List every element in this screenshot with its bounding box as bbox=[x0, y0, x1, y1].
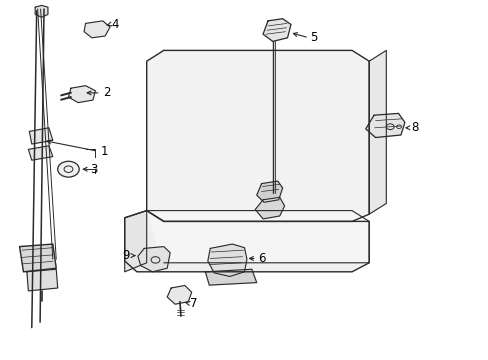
Text: 3: 3 bbox=[90, 163, 98, 176]
Polygon shape bbox=[255, 197, 284, 219]
Text: 1: 1 bbox=[100, 145, 107, 158]
Polygon shape bbox=[29, 128, 53, 144]
Polygon shape bbox=[138, 247, 170, 272]
Polygon shape bbox=[256, 181, 282, 202]
Polygon shape bbox=[84, 21, 110, 38]
Polygon shape bbox=[365, 113, 404, 138]
Text: 9: 9 bbox=[122, 249, 129, 262]
Polygon shape bbox=[368, 50, 386, 214]
Text: 7: 7 bbox=[189, 297, 197, 310]
Polygon shape bbox=[263, 19, 290, 41]
Polygon shape bbox=[146, 50, 368, 221]
Polygon shape bbox=[20, 244, 56, 272]
Polygon shape bbox=[35, 5, 48, 17]
Polygon shape bbox=[207, 244, 246, 276]
Text: 8: 8 bbox=[411, 121, 418, 134]
Text: 4: 4 bbox=[111, 18, 119, 31]
Text: 6: 6 bbox=[258, 252, 265, 265]
Polygon shape bbox=[167, 285, 191, 304]
Polygon shape bbox=[27, 269, 58, 291]
Polygon shape bbox=[124, 211, 146, 272]
Polygon shape bbox=[205, 269, 256, 285]
Polygon shape bbox=[124, 211, 368, 272]
Polygon shape bbox=[28, 146, 53, 160]
Polygon shape bbox=[68, 86, 95, 103]
Text: 5: 5 bbox=[310, 31, 317, 44]
Text: 2: 2 bbox=[102, 86, 110, 99]
Polygon shape bbox=[146, 211, 368, 263]
Circle shape bbox=[58, 161, 79, 177]
